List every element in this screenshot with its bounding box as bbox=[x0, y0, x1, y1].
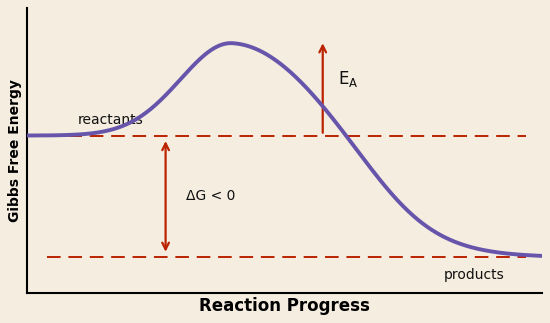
Y-axis label: Gibbs Free Energy: Gibbs Free Energy bbox=[8, 79, 23, 222]
Text: $\mathregular{E_A}$: $\mathregular{E_A}$ bbox=[338, 68, 359, 89]
Text: reactants: reactants bbox=[78, 113, 144, 127]
X-axis label: Reaction Progress: Reaction Progress bbox=[199, 297, 370, 315]
Text: ΔG < 0: ΔG < 0 bbox=[186, 189, 235, 203]
Text: products: products bbox=[444, 268, 504, 282]
